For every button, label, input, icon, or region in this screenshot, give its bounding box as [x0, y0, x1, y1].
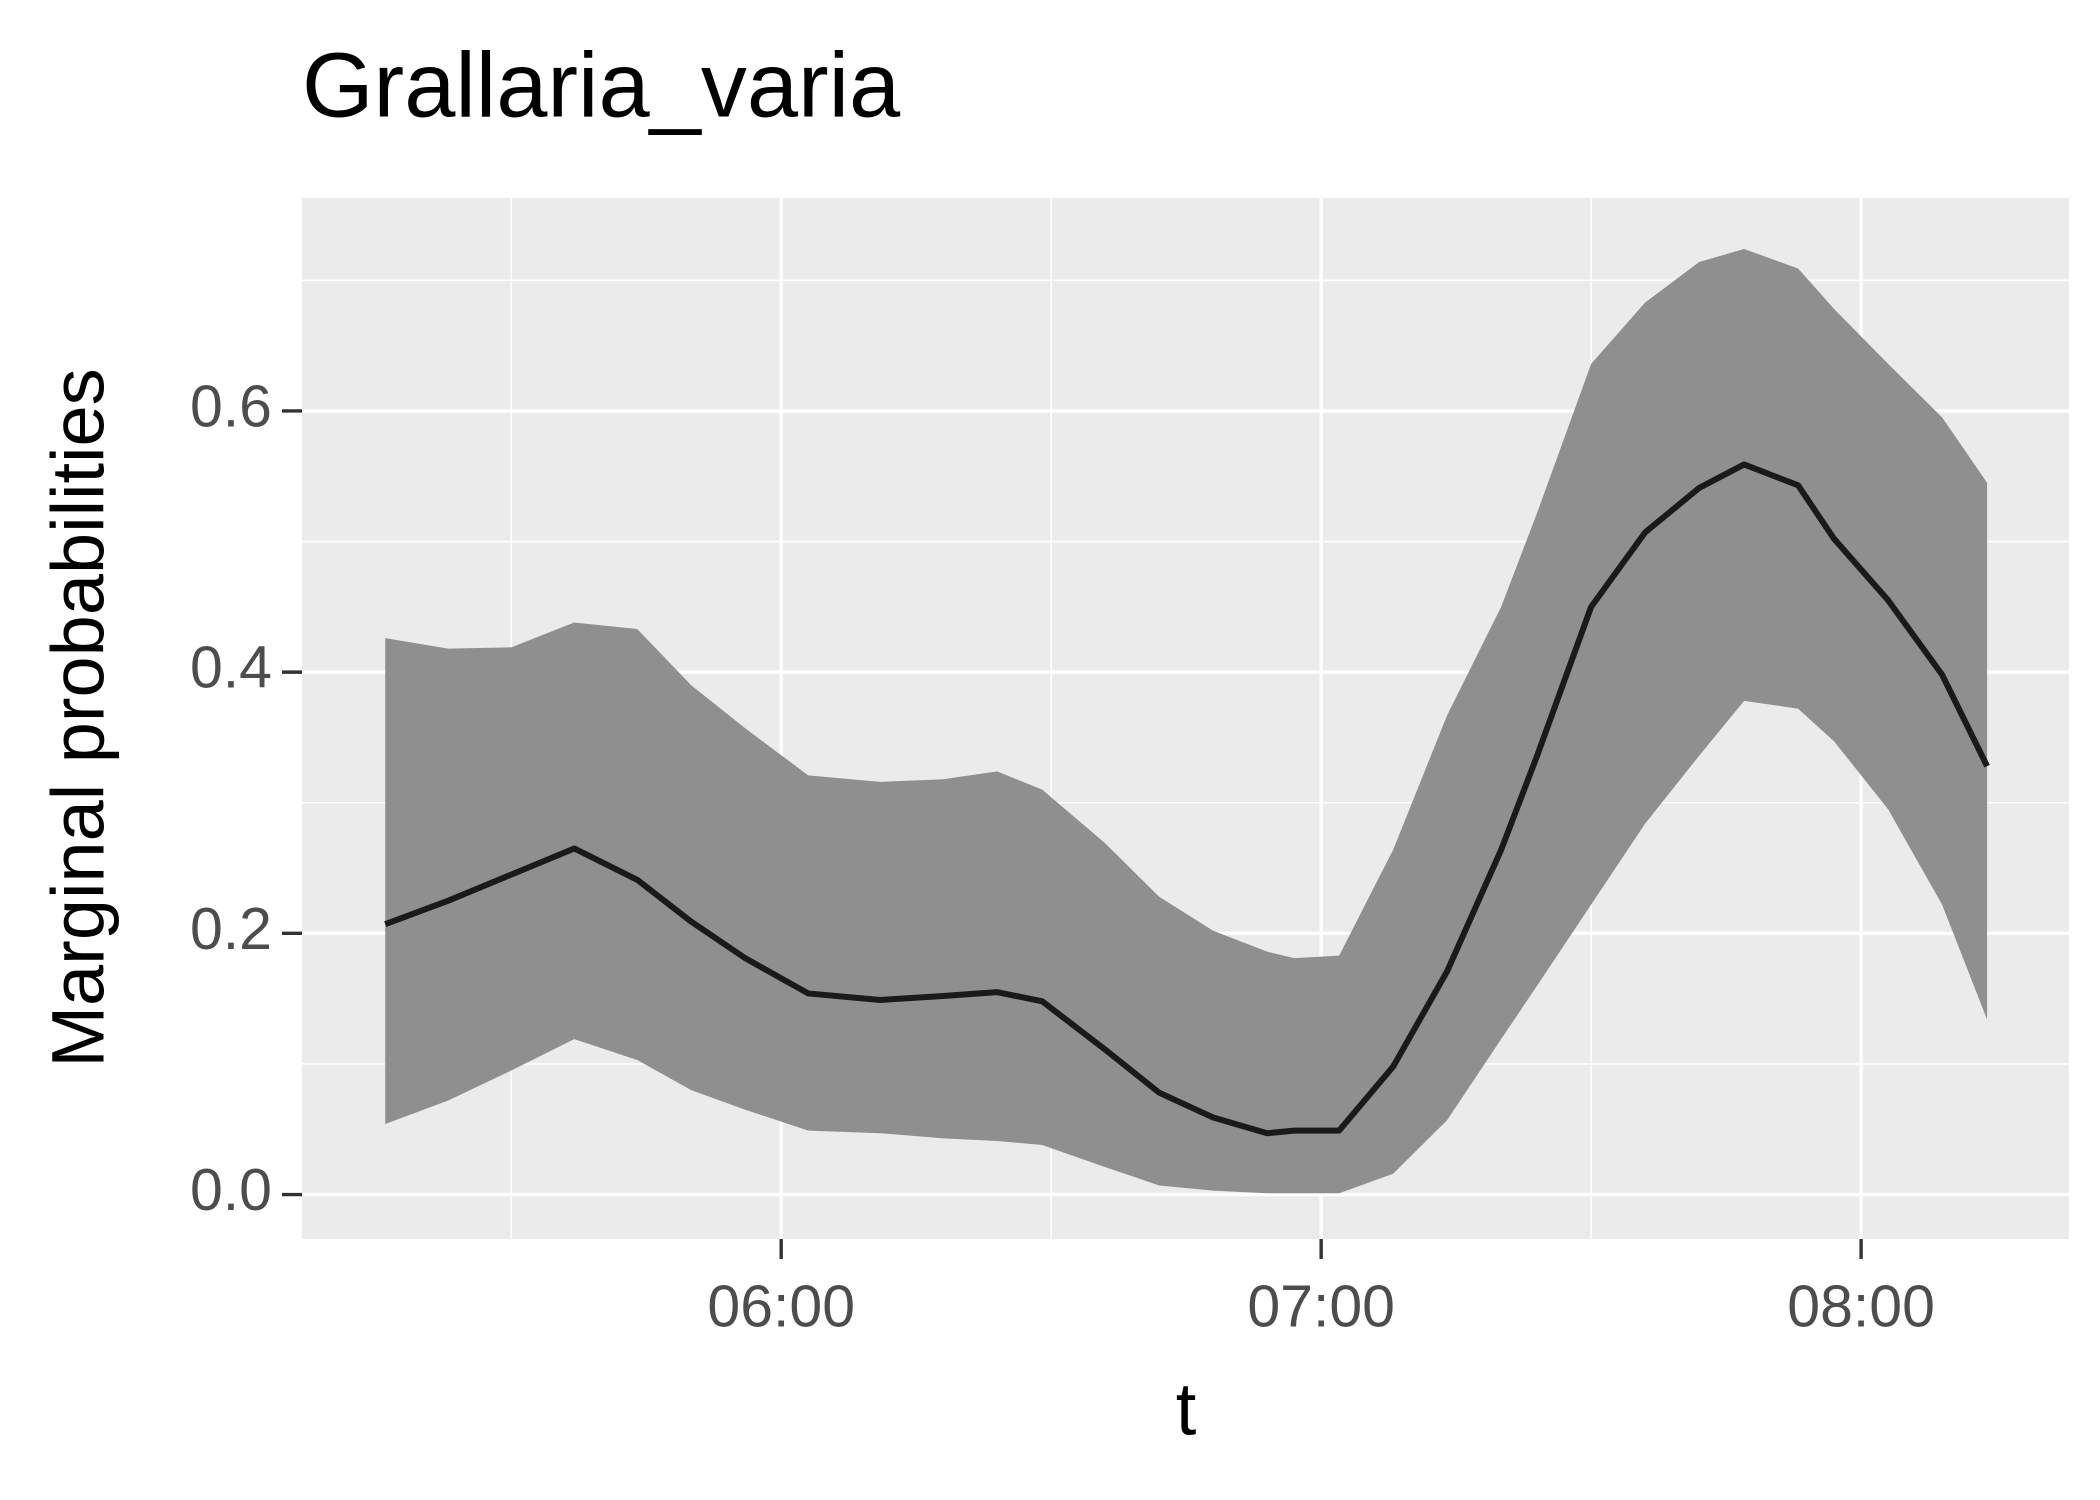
x-axis-title: t — [1176, 1368, 1197, 1451]
x-tick-label: 06:00 — [707, 1274, 855, 1340]
y-tick-label: 0.4 — [190, 635, 272, 701]
x-tick-label: 08:00 — [1787, 1274, 1935, 1340]
y-tick-label: 0.0 — [190, 1157, 272, 1223]
confidence-ribbon — [385, 248, 1988, 1194]
mean-line — [384, 461, 1990, 1137]
y-tick-label: 0.2 — [190, 896, 272, 962]
chart-title: Grallaria_varia — [302, 34, 901, 136]
y-tick-label: 0.6 — [190, 373, 272, 439]
x-tick-label: 07:00 — [1247, 1274, 1395, 1340]
y-axis-title: Marginal probabilities — [37, 368, 120, 1067]
